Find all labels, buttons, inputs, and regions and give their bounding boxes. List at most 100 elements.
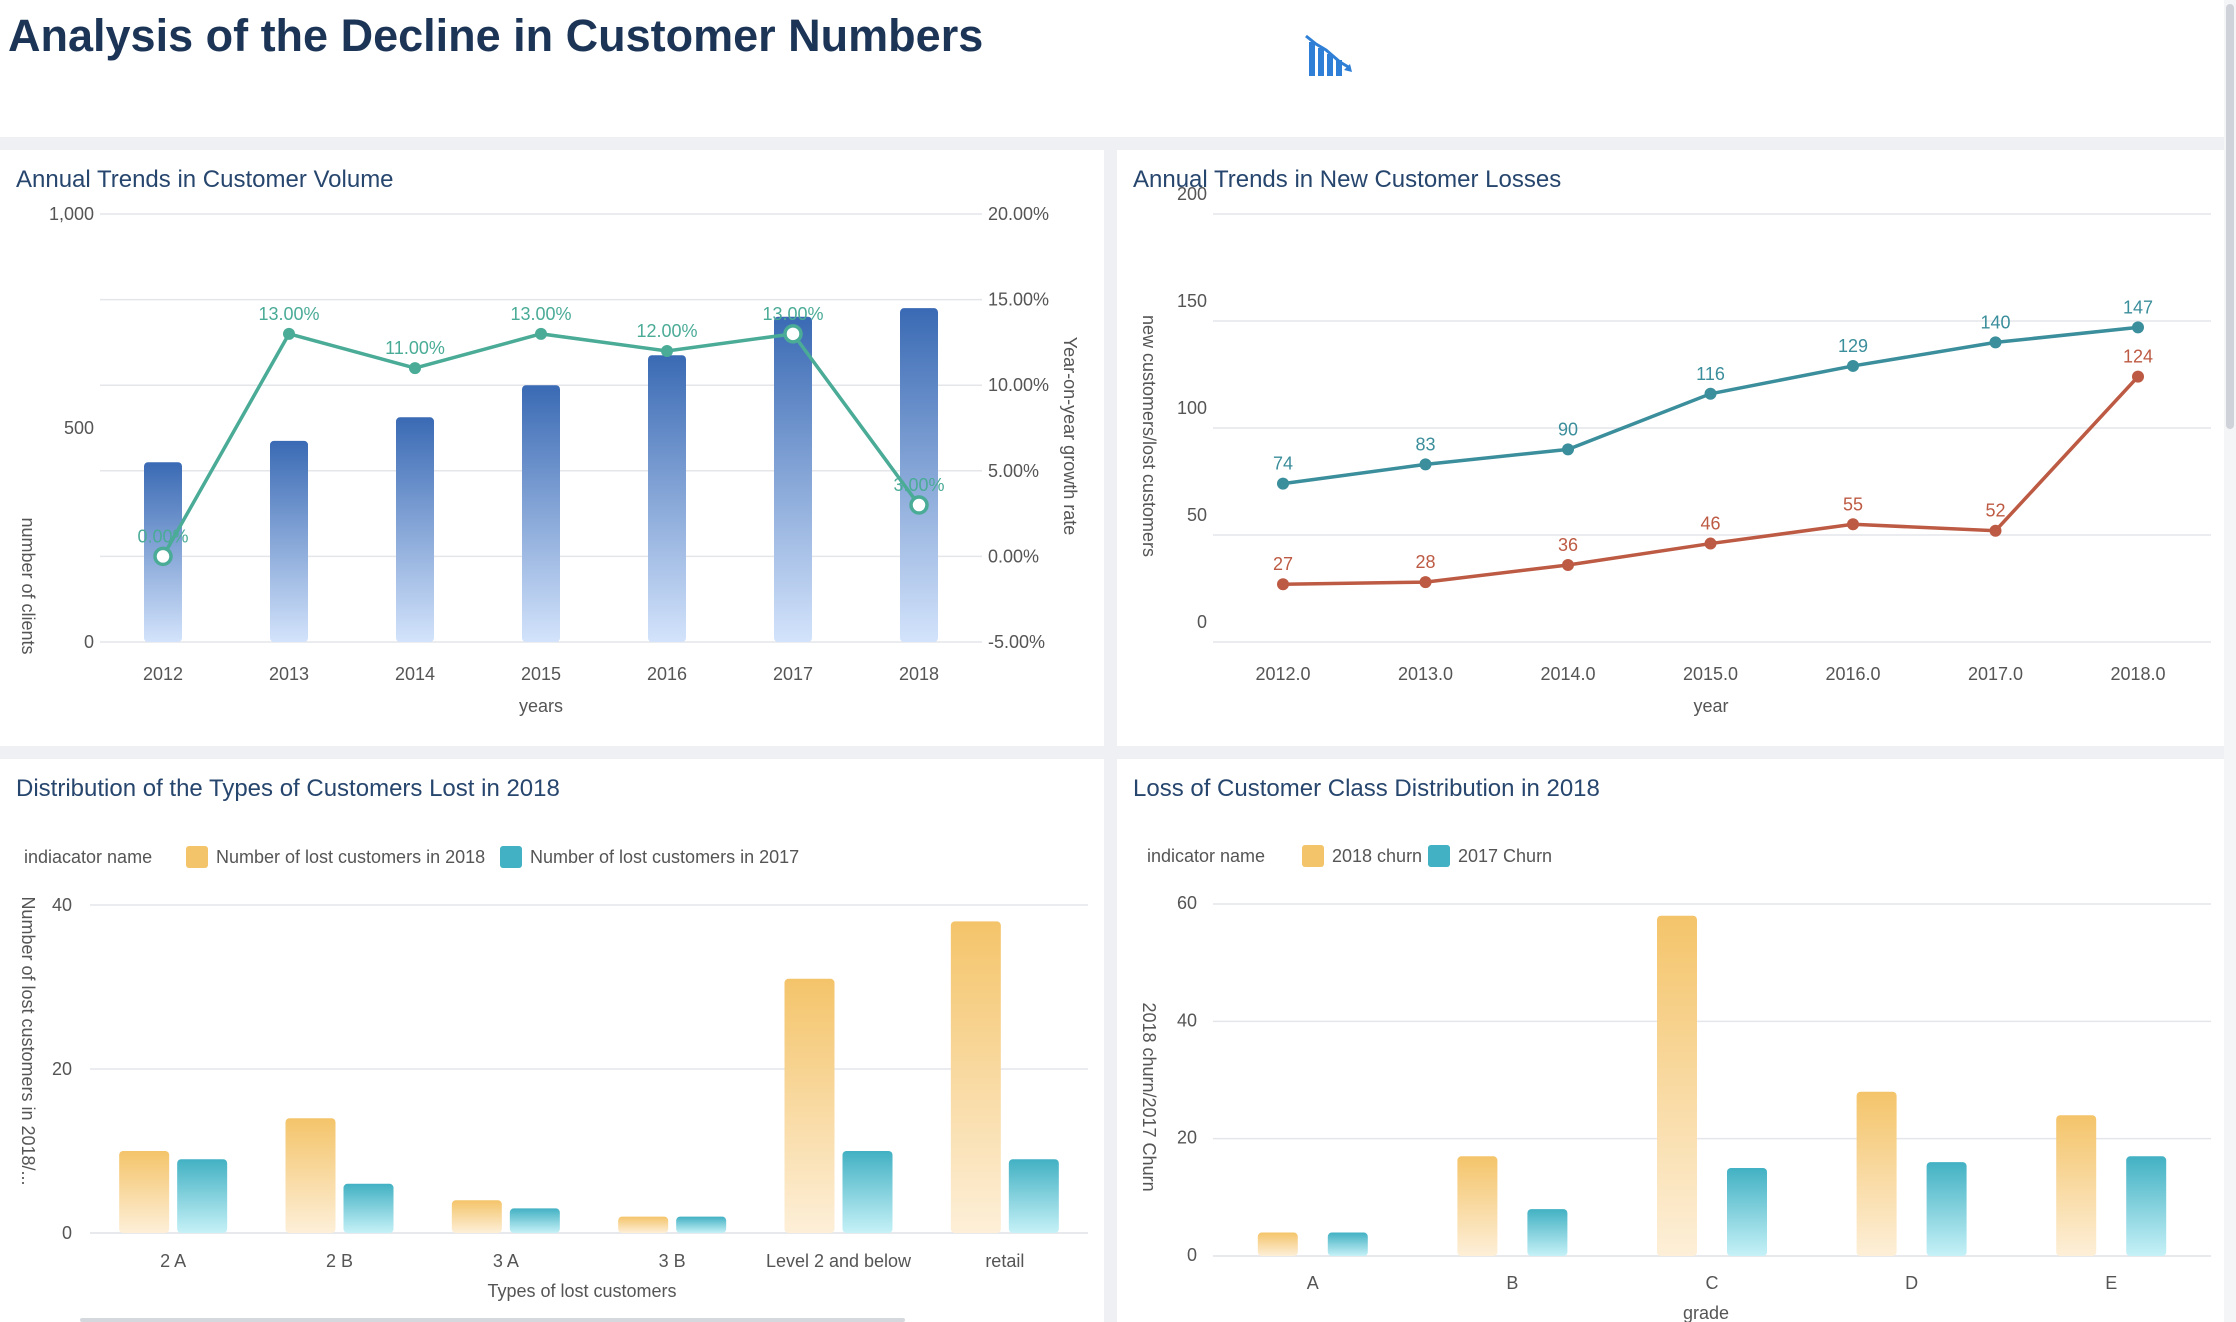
y-axis-tick-label: 100: [1177, 398, 1207, 418]
series-data-label: 55: [1843, 494, 1863, 514]
left-axis-title: number of clients: [18, 517, 38, 654]
growth-point: [535, 327, 547, 340]
x-axis-tick-label: 2016: [647, 664, 687, 684]
customer-losses-title: Annual Trends in New Customer Losses: [1133, 166, 1562, 193]
growth-data-label: 13.00%: [762, 304, 823, 324]
x-axis-tick-label: retail: [985, 1251, 1024, 1271]
series-data-label: 129: [1838, 336, 1868, 356]
bar-series2: [1008, 1159, 1059, 1233]
series-point: [2132, 370, 2144, 383]
right-axis-tick-label: -5.00%: [988, 632, 1045, 652]
y-axis-title: new customers/lost customers: [1139, 315, 1159, 557]
series-point: [1562, 443, 1574, 456]
vertical-scrollbar-thumb[interactable]: [2226, 4, 2234, 429]
right-axis-tick-label: 20.00%: [988, 204, 1049, 224]
x-axis-tick-label: Level 2 and below: [766, 1251, 912, 1271]
x-axis-tick-label: 2 B: [326, 1251, 353, 1271]
series-point: [1277, 477, 1289, 490]
y-axis-title: 2018 churn/2017 Churn: [1139, 1002, 1159, 1191]
growth-point: [783, 324, 803, 344]
series-data-label: 83: [1415, 434, 1435, 454]
x-axis-tick-label: 2017: [773, 664, 813, 684]
x-axis-tick-label: 2015: [521, 664, 561, 684]
lost-types-title: Distribution of the Types of Customers L…: [16, 775, 560, 802]
bar-series2: [842, 1151, 893, 1233]
x-axis-title: year: [1693, 696, 1728, 716]
series-data-label: 140: [1980, 312, 2010, 332]
y-axis-tick-label: 40: [52, 895, 72, 915]
series-data-label: 52: [1985, 501, 2005, 521]
legend-swatch: [1302, 845, 1324, 867]
legend-label: Number of lost customers in 2017: [530, 847, 799, 867]
y-axis-tick-label: 0: [62, 1223, 72, 1243]
series-data-label: 27: [1273, 554, 1293, 574]
y-axis-tick-label: 150: [1177, 291, 1207, 311]
bar-2018: [900, 308, 938, 642]
legend-label: 2018 churn: [1332, 846, 1422, 866]
x-axis-tick-label: B: [1506, 1273, 1518, 1293]
bar-series2: [676, 1216, 727, 1233]
right-axis-tick-label: 15.00%: [988, 290, 1049, 310]
horizontal-scrollbar[interactable]: [80, 1318, 905, 1322]
left-axis-tick-label: 0: [84, 632, 94, 652]
y-axis-tick-label: 0: [1187, 1245, 1197, 1265]
x-axis-tick-label: 2014.0: [1540, 664, 1595, 684]
bar-series2: [509, 1208, 560, 1233]
legend-swatch: [186, 846, 208, 868]
bar-2014: [396, 417, 434, 642]
bar-series1: [451, 1200, 502, 1233]
right-axis-tick-label: 0.00%: [988, 546, 1039, 566]
x-axis-tick-label: 2013.0: [1398, 664, 1453, 684]
bar-series1: [618, 1216, 669, 1233]
growth-data-label: 13.00%: [258, 304, 319, 324]
right-axis-title: Year-on-year growth rate: [1060, 337, 1080, 535]
x-axis-tick-label: 2018.0: [2110, 664, 2165, 684]
legend-title: indicator name: [1147, 846, 1265, 866]
customer-volume-title: Annual Trends in Customer Volume: [16, 166, 394, 193]
y-axis-tick-label: 20: [52, 1059, 72, 1079]
x-axis-title: Types of lost customers: [487, 1281, 676, 1301]
series-point: [1847, 518, 1859, 531]
series-data-label: 46: [1700, 514, 1720, 534]
series-point: [1704, 387, 1717, 400]
growth-point: [409, 362, 421, 375]
y-axis-tick-label: 50: [1187, 505, 1207, 525]
x-axis-tick-label: 2014: [395, 664, 435, 684]
x-axis-tick-label: 3 A: [493, 1251, 519, 1271]
bar-2017: [774, 316, 812, 642]
bar-series1: [2056, 1115, 2097, 1256]
y-axis-tick-label: 0: [1197, 612, 1207, 632]
bar-series1: [784, 978, 835, 1233]
bar-series1: [1457, 1156, 1498, 1256]
x-axis-tick-label: 2017.0: [1968, 664, 2023, 684]
left-axis-tick-label: 1,000: [49, 204, 94, 224]
x-axis-tick-label: 2012: [143, 664, 183, 684]
bar-2015: [522, 385, 560, 642]
y-axis-tick-label: 20: [1177, 1128, 1197, 1148]
bar-series2: [2126, 1156, 2167, 1256]
y-axis-tick-label: 200: [1177, 184, 1207, 204]
series-point: [1419, 458, 1432, 471]
bar-2016: [648, 355, 686, 642]
x-axis-tick-label: 2016.0: [1825, 664, 1880, 684]
bar-series1: [285, 1118, 336, 1233]
series-data-label: 90: [1558, 419, 1578, 439]
y-axis-title: Number of lost customers in 2018/...: [18, 896, 38, 1185]
customer-volume-panel: Annual Trends in Customer Volume 20.00% 1…: [0, 150, 1104, 746]
bar-series1: [1856, 1091, 1897, 1256]
bar-series2: [1727, 1168, 1767, 1256]
x-axis-tick-label: 2 A: [160, 1251, 186, 1271]
bar-series2: [1327, 1232, 1368, 1256]
series-point: [1989, 524, 2002, 537]
x-axis-tick-label: A: [1307, 1273, 1319, 1293]
x-axis-tick-label: E: [2105, 1273, 2117, 1293]
bar-series1: [119, 1151, 170, 1233]
legend-swatch: [1428, 845, 1450, 867]
growth-point: [909, 495, 929, 515]
series-data-label: 74: [1273, 454, 1293, 474]
series-data-label: 28: [1415, 552, 1435, 572]
x-axis-tick-label: 2013: [269, 664, 309, 684]
legend-label: Number of lost customers in 2018: [216, 847, 485, 867]
series-point: [1704, 537, 1717, 550]
header: Analysis of the Decline in Customer Numb…: [0, 0, 2224, 137]
